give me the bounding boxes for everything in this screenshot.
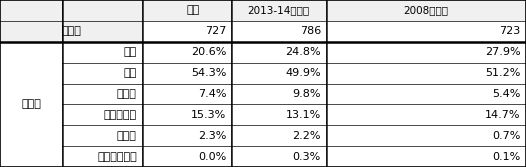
Text: 24.8%: 24.8% — [285, 47, 321, 57]
Text: 北米: 北米 — [124, 47, 137, 57]
Text: 0.0%: 0.0% — [198, 152, 226, 161]
Text: 0.3%: 0.3% — [292, 152, 321, 161]
Bar — [142, 0, 143, 167]
Bar — [62, 104, 526, 125]
Text: 14.7%: 14.7% — [485, 110, 521, 120]
Text: 49.9%: 49.9% — [285, 68, 321, 78]
Bar — [0, 146, 62, 167]
Bar — [62, 125, 526, 146]
Bar — [0, 21, 142, 42]
Text: 2.3%: 2.3% — [198, 131, 226, 141]
Text: 欧州: 欧州 — [124, 68, 137, 78]
Bar — [62, 84, 526, 104]
Bar — [62, 146, 526, 167]
Bar — [0, 0, 142, 21]
Bar — [0, 104, 62, 125]
Bar — [231, 0, 326, 21]
Text: 20.6%: 20.6% — [191, 47, 226, 57]
Bar — [231, 0, 232, 167]
Bar — [62, 42, 526, 63]
Text: 15.3%: 15.3% — [191, 110, 226, 120]
Text: 標本数: 標本数 — [61, 26, 81, 36]
Text: その他: その他 — [117, 131, 137, 141]
Text: オセアニア: オセアニア — [104, 110, 137, 120]
Text: 723: 723 — [500, 26, 521, 36]
Text: 5.4%: 5.4% — [492, 89, 521, 99]
Text: 今回: 今回 — [187, 6, 200, 15]
Text: 不明･無回答: 不明･無回答 — [97, 152, 137, 161]
Text: 786: 786 — [300, 26, 321, 36]
Text: 2013-14年調査: 2013-14年調査 — [248, 6, 310, 15]
Bar — [62, 0, 63, 167]
Bar — [142, 21, 526, 42]
Bar — [326, 0, 327, 167]
Text: 2008年調査: 2008年調査 — [403, 6, 449, 15]
Text: 7.4%: 7.4% — [198, 89, 226, 99]
Bar — [0, 84, 62, 104]
Bar — [0, 42, 62, 63]
Text: 9.8%: 9.8% — [292, 89, 321, 99]
Text: 727: 727 — [205, 26, 226, 36]
Bar — [62, 63, 526, 84]
Text: 構成比: 構成比 — [21, 99, 41, 109]
Text: 27.9%: 27.9% — [485, 47, 521, 57]
Bar — [0, 125, 62, 146]
Text: 0.7%: 0.7% — [492, 131, 521, 141]
Bar — [142, 0, 231, 21]
Text: 2.2%: 2.2% — [292, 131, 321, 141]
Text: 13.1%: 13.1% — [286, 110, 321, 120]
Text: 0.1%: 0.1% — [492, 152, 521, 161]
Text: 54.3%: 54.3% — [191, 68, 226, 78]
Bar — [326, 0, 526, 21]
Text: 51.2%: 51.2% — [485, 68, 521, 78]
Text: アジア: アジア — [117, 89, 137, 99]
Bar — [0, 63, 62, 84]
